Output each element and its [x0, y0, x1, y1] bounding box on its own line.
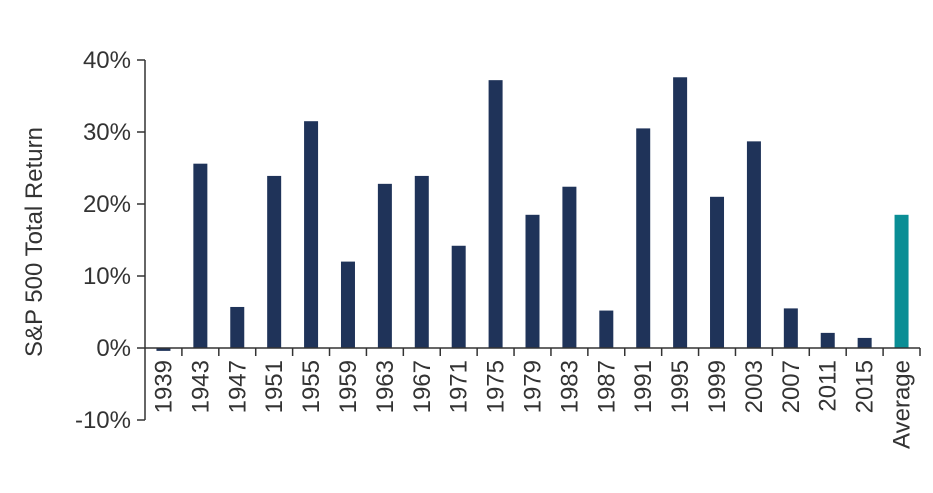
x-axis: 1939 1943 1947 1951 1955 1959 1963 1967 1971 1975… — [145, 347, 921, 449]
bar-1951 — [267, 175, 282, 348]
bar-1991 — [636, 128, 651, 348]
x-tick-label: 2007 — [778, 360, 805, 413]
bar-1939 — [156, 348, 171, 351]
bar-1947 — [230, 306, 245, 348]
bar-1999 — [710, 196, 725, 348]
x-tick-label: 1951 — [261, 360, 288, 413]
y-axis: -10% 0% 10% 20% 30% 40% — [75, 47, 146, 434]
bar-1943 — [193, 163, 208, 348]
x-tick-label: 1967 — [409, 360, 436, 413]
x-tick-label: 1963 — [372, 360, 399, 413]
y-tick-label: 0% — [96, 335, 131, 362]
bar-2007 — [783, 308, 798, 348]
bar-1979 — [525, 214, 540, 348]
bar-1967 — [414, 175, 429, 348]
bar-1971 — [451, 245, 466, 348]
bar-1959 — [340, 261, 355, 348]
bar-1987 — [599, 310, 614, 348]
x-tick-label: 1999 — [704, 360, 731, 413]
bar-2015 — [857, 337, 872, 348]
bars — [156, 77, 909, 351]
x-tick-label: 1983 — [556, 360, 583, 413]
x-tick-label: 1979 — [520, 360, 547, 413]
bar-1995 — [673, 77, 688, 348]
x-tick-label: Average — [889, 360, 916, 449]
bar-2003 — [746, 141, 761, 348]
y-tick-label: 20% — [83, 191, 131, 218]
x-tick-label: 1939 — [150, 360, 177, 413]
y-tick-label: 40% — [83, 47, 131, 74]
bar-1955 — [304, 121, 319, 348]
x-tick-label: 1947 — [224, 360, 251, 413]
y-tick-label: -10% — [75, 407, 131, 434]
x-tick-label: 2011 — [815, 360, 842, 412]
bar-1975 — [488, 80, 503, 348]
y-tick-label: 10% — [83, 263, 131, 290]
x-tick-label: 1943 — [187, 360, 214, 413]
x-tick-label: 2015 — [852, 360, 879, 413]
x-tick-label: 1975 — [483, 360, 510, 413]
x-tick-label: 2003 — [741, 360, 768, 413]
bar-1983 — [562, 186, 577, 348]
bar-2011 — [820, 332, 835, 348]
y-tick-label: 30% — [83, 119, 131, 146]
x-tick-label: 1955 — [298, 360, 325, 413]
bar-1963 — [377, 183, 392, 348]
x-tick-label: 1991 — [630, 360, 657, 413]
x-tick-label: 1987 — [593, 360, 620, 413]
bar-average — [894, 214, 909, 348]
x-tick-label: 1959 — [335, 360, 362, 413]
y-axis-title: S&P 500 Total Return — [21, 127, 48, 357]
x-tick-label: 1995 — [667, 360, 694, 413]
x-tick-label: 1971 — [446, 360, 473, 413]
